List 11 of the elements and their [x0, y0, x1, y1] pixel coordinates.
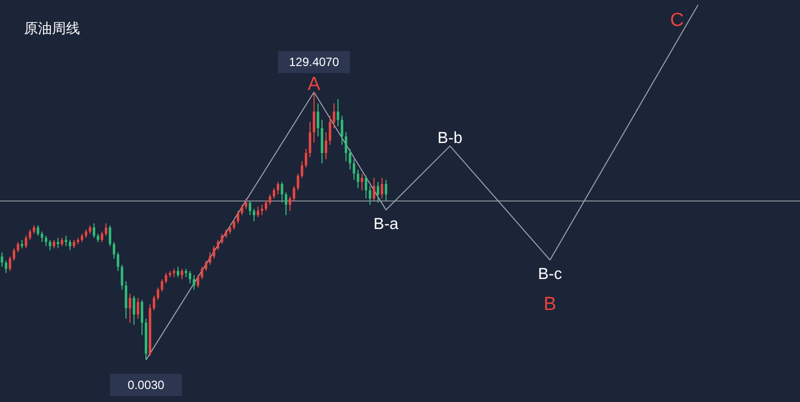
- chart-title: 原油周线: [24, 20, 80, 36]
- text: C: [670, 10, 684, 32]
- annotation: 0.0030: [128, 378, 165, 392]
- candlestick: [244, 198, 248, 210]
- candlestick: [40, 231, 44, 242]
- annotation: B: [544, 294, 556, 315]
- annotation: B-a: [374, 216, 399, 233]
- annotation: B-c: [538, 266, 562, 283]
- annotation: A: [308, 74, 321, 96]
- annotation: B-b: [438, 130, 463, 147]
- annotation: 129.4070: [288, 55, 340, 70]
